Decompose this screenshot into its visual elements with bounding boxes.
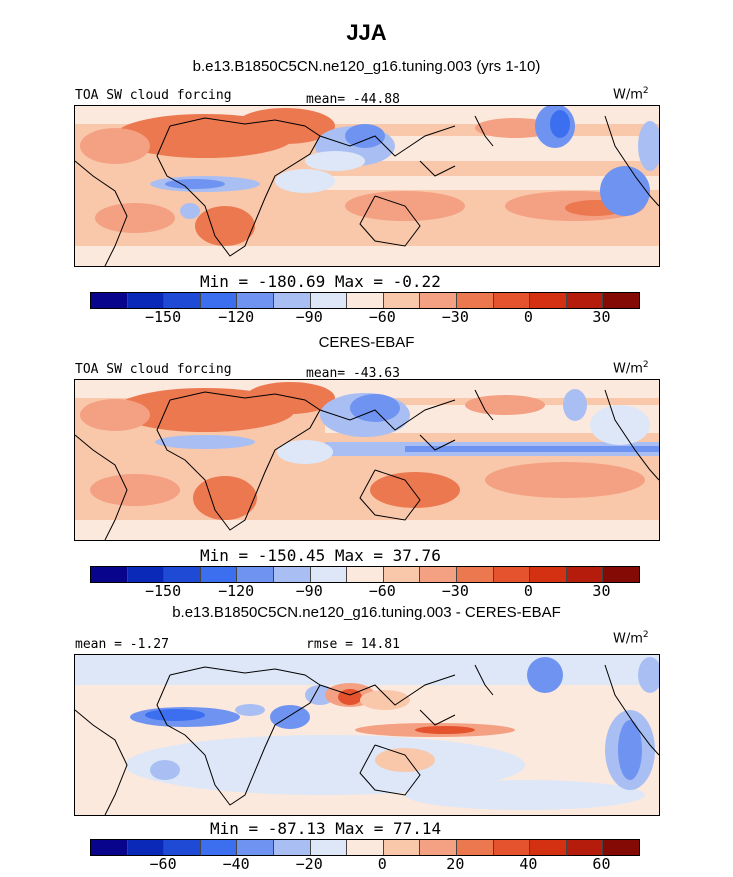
panel-3-rmse-label: rmse = 14.81	[306, 637, 400, 652]
colorbar-swatch	[566, 567, 604, 582]
panel-1-min-max: Min = -180.69 Max = -0.22	[200, 272, 441, 291]
colorbar-tick-label: 30	[592, 582, 611, 600]
colorbar-swatch	[566, 293, 604, 308]
panel-1-colorbar-ticks: −150 −120 −90 −60 −30 0 30	[90, 308, 638, 328]
panel-2-colorbar-ticks: −150 −120 −90 −60 −30 0 30	[90, 582, 638, 602]
colorbar-swatch	[530, 840, 567, 855]
colorbar-swatch	[530, 293, 567, 308]
colorbar-swatch	[603, 840, 639, 855]
panel-3-colorbar	[90, 839, 640, 856]
panel-3-units-label: W/m2	[613, 630, 649, 647]
colorbar-tick-label: 0	[523, 308, 533, 326]
panel-1-map-field	[75, 106, 659, 266]
colorbar-swatch	[164, 293, 201, 308]
colorbar-swatch	[420, 293, 457, 308]
colorbar-swatch	[603, 293, 639, 308]
colorbar-swatch	[164, 567, 201, 582]
colorbar-swatch	[420, 840, 457, 855]
panel-1-title: b.e13.B1850C5CN.ne120_g16.tuning.003 (yr…	[192, 58, 541, 75]
colorbar-swatch	[493, 840, 531, 855]
colorbar-swatch	[310, 567, 348, 582]
colorbar-swatch	[127, 293, 165, 308]
panel-3-colorbar-ticks: −60 −40 −20 0 20 40 60	[90, 855, 638, 875]
colorbar-tick-label: −90	[295, 582, 323, 600]
colorbar-swatch	[273, 293, 311, 308]
colorbar-swatch	[530, 567, 567, 582]
colorbar-swatch	[420, 567, 457, 582]
panel-2-map-field	[75, 380, 659, 540]
colorbar-tick-label: −40	[222, 855, 250, 873]
colorbar-tick-label: −60	[368, 582, 396, 600]
colorbar-swatch	[456, 567, 494, 582]
colorbar-tick-label: −30	[441, 308, 469, 326]
panel-2-mean-label: mean= -43.63	[306, 366, 400, 381]
colorbar-swatch	[456, 840, 494, 855]
colorbar-swatch	[347, 567, 384, 582]
colorbar-swatch	[237, 567, 274, 582]
colorbar-swatch	[200, 840, 238, 855]
panel-3-map-field	[75, 655, 659, 815]
panel-2-map	[74, 379, 660, 541]
colorbar-swatch	[164, 840, 201, 855]
colorbar-swatch	[603, 567, 639, 582]
colorbar-swatch	[91, 840, 128, 855]
colorbar-tick-label: −90	[295, 308, 323, 326]
colorbar-tick-label: −120	[218, 582, 255, 600]
colorbar-swatch	[91, 567, 128, 582]
panel-2-title: CERES-EBAF	[318, 334, 415, 351]
colorbar-swatch	[237, 840, 274, 855]
colorbar-swatch	[91, 293, 128, 308]
panel-1-map	[74, 105, 660, 267]
colorbar-tick-label: 0	[377, 855, 387, 873]
colorbar-swatch	[383, 293, 421, 308]
colorbar-swatch	[237, 293, 274, 308]
colorbar-swatch	[200, 293, 238, 308]
panel-2-colorbar	[90, 566, 640, 583]
colorbar-swatch	[127, 567, 165, 582]
colorbar-swatch	[456, 293, 494, 308]
figure-title: JJA	[346, 20, 387, 45]
colorbar-swatch	[127, 840, 165, 855]
colorbar-swatch	[310, 840, 348, 855]
colorbar-swatch	[383, 567, 421, 582]
colorbar-tick-label: −60	[149, 855, 177, 873]
panel-2-min-max: Min = -150.45 Max = 37.76	[200, 546, 441, 565]
colorbar-swatch	[493, 567, 531, 582]
colorbar-tick-label: 0	[523, 582, 533, 600]
panel-3-title: b.e13.B1850C5CN.ne120_g16.tuning.003 - C…	[172, 604, 561, 621]
colorbar-swatch	[273, 840, 311, 855]
colorbar-swatch	[383, 840, 421, 855]
colorbar-tick-label: 20	[446, 855, 465, 873]
panel-1-units-label: W/m2	[613, 86, 649, 103]
panel-1-mean-label: mean= -44.88	[306, 92, 400, 107]
colorbar-tick-label: −150	[145, 308, 182, 326]
colorbar-tick-label: −20	[295, 855, 323, 873]
colorbar-tick-label: −60	[368, 308, 396, 326]
colorbar-tick-label: 60	[592, 855, 611, 873]
panel-2-units-label: W/m2	[613, 360, 649, 377]
colorbar-tick-label: −30	[441, 582, 469, 600]
panel-3-map	[74, 654, 660, 816]
colorbar-tick-label: −150	[145, 582, 182, 600]
colorbar-swatch	[310, 293, 348, 308]
panel-3-min-max: Min = -87.13 Max = 77.14	[210, 819, 442, 838]
panel-2-variable-label: TOA SW cloud forcing	[75, 362, 232, 377]
colorbar-swatch	[566, 840, 604, 855]
colorbar-tick-label: 30	[592, 308, 611, 326]
colorbar-swatch	[493, 293, 531, 308]
panel-1-variable-label: TOA SW cloud forcing	[75, 88, 232, 103]
colorbar-swatch	[347, 840, 384, 855]
colorbar-swatch	[347, 293, 384, 308]
colorbar-tick-label: 40	[519, 855, 538, 873]
colorbar-tick-label: −120	[218, 308, 255, 326]
colorbar-swatch	[200, 567, 238, 582]
panel-3-mean-label: mean = -1.27	[75, 637, 169, 652]
colorbar-swatch	[273, 567, 311, 582]
panel-1-colorbar	[90, 292, 640, 309]
